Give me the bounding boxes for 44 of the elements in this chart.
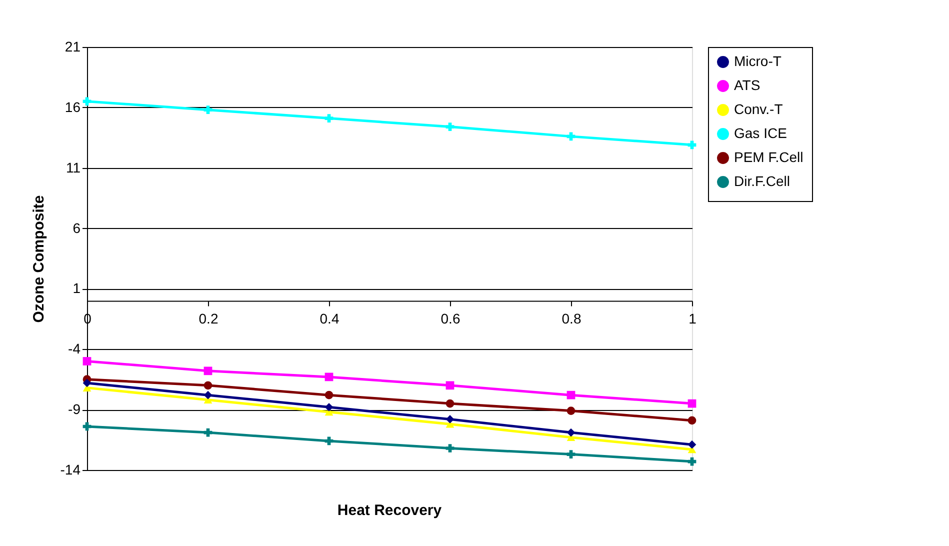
x-tick-label: 0.4: [320, 310, 340, 326]
point: [446, 415, 454, 424]
y-axis-title: Ozone Composite: [30, 195, 48, 323]
point: [566, 450, 576, 458]
y-tick-label: 16: [64, 98, 81, 115]
legend-label: Dir.F.Cell: [734, 173, 790, 189]
y-tick-label: -9: [68, 401, 81, 418]
point: [446, 122, 454, 131]
point: [688, 399, 696, 408]
legend-label: Gas ICE: [734, 125, 787, 141]
point: [204, 366, 212, 376]
y-tick-label: 21: [64, 38, 81, 54]
legend-label: Micro-T: [734, 53, 782, 69]
legend-label: PEM F.Cell: [734, 149, 804, 165]
x-axis-title: Heat Recovery: [337, 502, 442, 519]
y-tick-label: 6: [72, 220, 81, 236]
point: [688, 440, 696, 449]
x-tick-label: 0.6: [440, 310, 460, 326]
point: [566, 428, 576, 437]
point: [204, 106, 212, 114]
point: [324, 114, 334, 122]
point: [82, 378, 92, 388]
point: [204, 390, 212, 400]
point: [566, 406, 576, 415]
point: [324, 390, 334, 400]
legend-label: Conv.-T: [734, 101, 784, 117]
point: [324, 402, 334, 412]
point: [446, 381, 454, 390]
point: [446, 444, 454, 452]
point: [204, 381, 212, 390]
x-tick-label: 0.8: [562, 310, 582, 326]
point: [688, 140, 696, 150]
x-tick-label: 0.2: [198, 310, 218, 326]
point: [688, 416, 696, 425]
y-tick-label: 11: [66, 159, 81, 176]
y-tick-label: -14: [60, 462, 81, 478]
point: [446, 399, 454, 408]
y-tick-label: -4: [68, 340, 81, 357]
point: [324, 372, 334, 382]
x-tick-label: 1: [688, 310, 697, 326]
y-tick-label: 1: [72, 280, 81, 296]
point: [566, 390, 576, 400]
point: [82, 357, 92, 366]
legend-label: ATS: [734, 77, 760, 93]
